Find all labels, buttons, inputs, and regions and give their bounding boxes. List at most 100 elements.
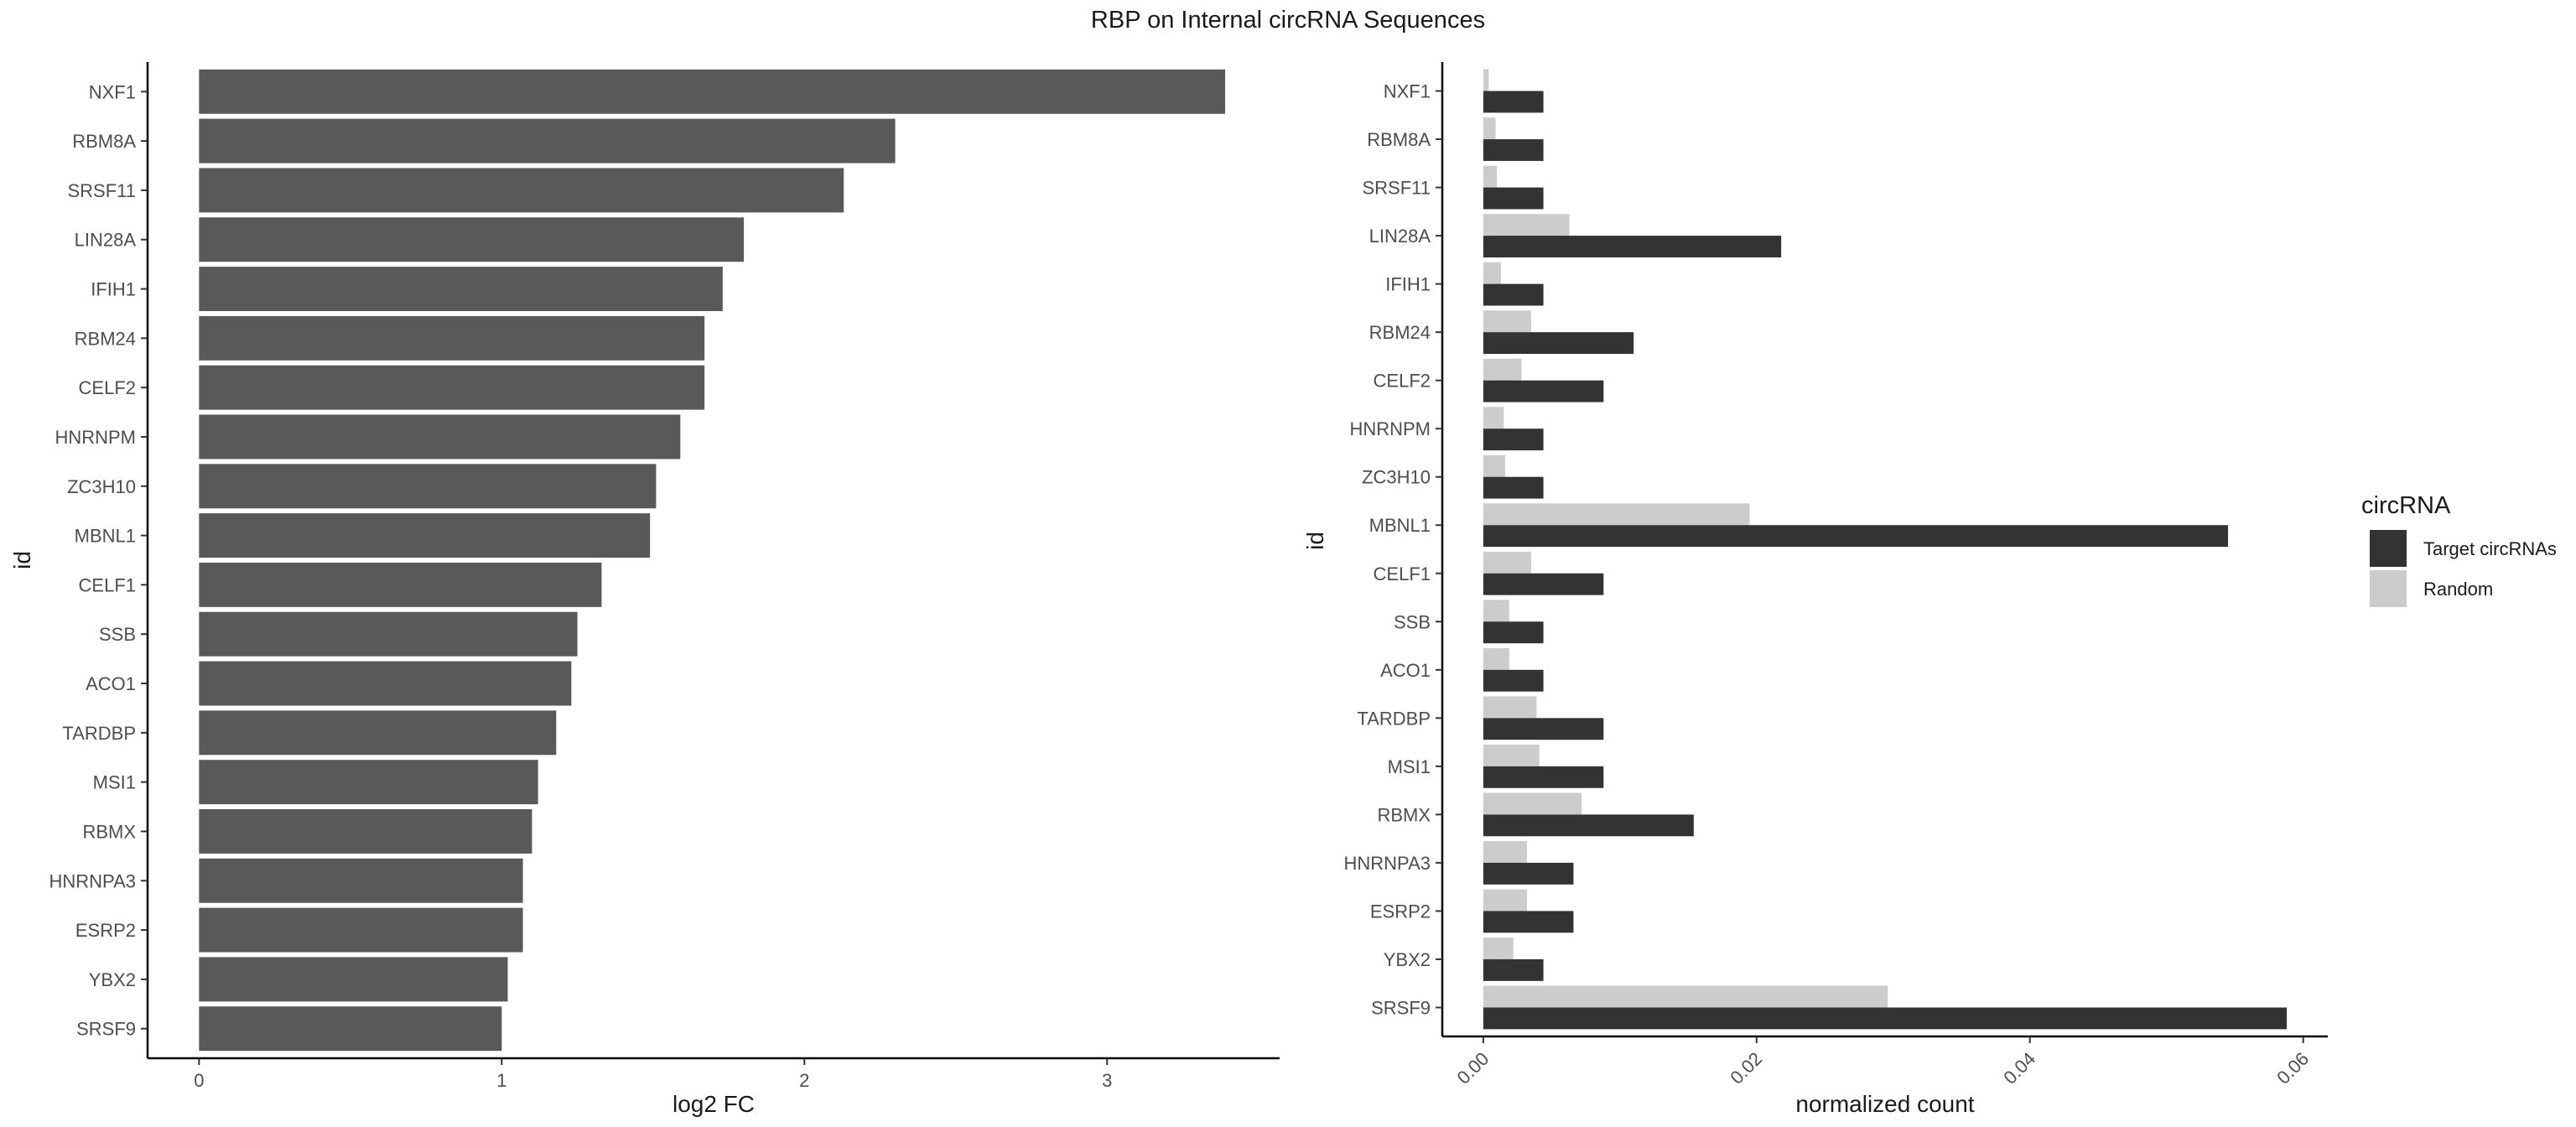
bar-zc3h10 [199, 464, 657, 509]
right-grouped-bar-chart: NXF1 RBM8A SRSF11 LIN28A IFIH1 RBM24 CELF2 HNRN… [1302, 62, 2328, 1117]
y-tick-label-tardbp: TARDBP [62, 723, 136, 744]
bar-target-srsf9 [1483, 1007, 2288, 1030]
y-tick-label-hnrnpa3: HNRNPA3 [49, 870, 136, 891]
bar-random-msi1 [1483, 744, 1540, 766]
bar-mbnl1 [199, 513, 651, 558]
legend: circRNA Target circRNAs Random [2361, 492, 2557, 607]
y-tick-label-nxf1: NXF1 [89, 81, 136, 102]
bar-random-srsf11 [1483, 165, 1498, 188]
y-tick-label-rbmx: RBMX [1377, 804, 1431, 825]
y-tick-label-ifih1: IFIH1 [1385, 274, 1431, 295]
right-x-axis-label: normalized count [1795, 1091, 1974, 1117]
bar-random-rbmx [1483, 792, 1582, 815]
y-tick-label-celf2: CELF2 [79, 377, 136, 398]
bar-target-rbm24 [1483, 332, 1634, 355]
y-tick-label-ssb: SSB [1394, 611, 1431, 632]
y-tick-label-mbnl1: MBNL1 [75, 526, 136, 547]
bar-random-ifih1 [1483, 262, 1502, 284]
x-tick-label: 2 [799, 1070, 809, 1091]
bar-hnrnpa3 [199, 858, 523, 903]
bar-hnrnpm [199, 414, 681, 460]
x-tick-label: 3 [1102, 1070, 1112, 1091]
y-tick-label-ybx2: YBX2 [1384, 949, 1431, 970]
y-tick-label-esrp2: ESRP2 [75, 920, 136, 941]
bar-random-hnrnpm [1483, 407, 1504, 429]
bar-random-celf1 [1483, 551, 1531, 574]
bar-target-celf2 [1483, 380, 1604, 402]
x-tick-label: 0.00 [1452, 1048, 1493, 1088]
right-y-axis-label: id [1302, 532, 1328, 550]
bar-random-ssb [1483, 600, 1509, 622]
x-tick-label: 1 [496, 1070, 506, 1091]
bar-random-hnrnpa3 [1483, 841, 1528, 863]
y-tick-label-tardbp: TARDBP [1357, 708, 1431, 729]
y-tick-label-nxf1: NXF1 [1384, 81, 1431, 102]
y-tick-label-msi1: MSI1 [93, 772, 136, 793]
x-tick-label: 0.06 [2272, 1048, 2313, 1088]
bar-target-ybx2 [1483, 958, 1544, 981]
bar-ybx2 [199, 957, 508, 1002]
bar-target-rbmx [1483, 814, 1694, 837]
bar-random-rbm8a [1483, 117, 1496, 140]
bar-random-nxf1 [1483, 69, 1489, 91]
bar-target-rbm8a [1483, 139, 1544, 161]
bar-aco1 [199, 661, 572, 706]
bar-celf1 [199, 562, 602, 607]
bar-rbmx [199, 809, 532, 854]
bar-msi1 [199, 760, 538, 805]
bar-target-hnrnpa3 [1483, 862, 1574, 885]
y-tick-label-rbmx: RBMX [82, 821, 136, 842]
legend-swatch-random [2370, 570, 2407, 607]
y-tick-label-ifih1: IFIH1 [91, 279, 136, 300]
left-bar-chart: NXF1 RBM8A SRSF11 LIN28A IFIH1 RBM24 CELF2 HNRN… [9, 62, 1280, 1117]
y-tick-label-srsf11: SRSF11 [67, 180, 136, 201]
y-tick-label-hnrnpm: HNRNPM [1349, 418, 1431, 439]
bar-random-ybx2 [1483, 937, 1514, 959]
y-tick-label-aco1: ACO1 [1380, 660, 1431, 681]
bar-esrp2 [199, 907, 523, 953]
bar-rbm24 [199, 315, 705, 361]
y-tick-label-lin28a: LIN28A [1369, 226, 1431, 247]
bar-target-msi1 [1483, 766, 1604, 788]
legend-title: circRNA [2361, 492, 2451, 519]
bar-ssb [199, 611, 578, 657]
bar-target-lin28a [1483, 236, 1782, 257]
y-tick-label-lin28a: LIN28A [75, 230, 137, 251]
y-tick-label-ybx2: YBX2 [89, 969, 136, 990]
y-tick-label-srsf9: SRSF9 [76, 1019, 136, 1040]
legend-swatch-target-circrnas [2370, 530, 2407, 567]
y-tick-label-rbm24: RBM24 [1369, 322, 1431, 343]
y-tick-label-hnrnpm: HNRNPM [55, 427, 136, 448]
bar-target-srsf11 [1483, 187, 1544, 210]
bar-celf2 [199, 365, 705, 410]
y-tick-label-zc3h10: ZC3H10 [67, 476, 136, 497]
bar-nxf1 [199, 69, 1226, 114]
y-tick-label-mbnl1: MBNL1 [1369, 515, 1431, 536]
legend-label-target-circrnas: Target circRNAs [2423, 538, 2557, 559]
bar-random-tardbp [1483, 696, 1537, 719]
y-tick-label-rbm24: RBM24 [75, 328, 136, 349]
y-tick-label-hnrnpa3: HNRNPA3 [1343, 853, 1431, 874]
bar-random-esrp2 [1483, 889, 1528, 911]
y-tick-label-srsf9: SRSF9 [1371, 997, 1431, 1018]
legend-label-random: Random [2423, 579, 2493, 600]
bar-target-hnrnpm [1483, 428, 1544, 451]
x-tick-label: 0 [194, 1070, 204, 1091]
y-tick-label-esrp2: ESRP2 [1370, 901, 1431, 922]
left-y-axis-label: id [9, 551, 35, 569]
y-tick-label-rbm8a: RBM8A [72, 131, 136, 152]
bar-random-zc3h10 [1483, 454, 1505, 477]
left-x-axis-label: log2 FC [673, 1091, 755, 1117]
bar-target-ssb [1483, 621, 1544, 644]
y-tick-label-celf1: CELF1 [79, 574, 136, 595]
y-tick-label-zc3h10: ZC3H10 [1362, 467, 1431, 488]
bar-target-celf1 [1483, 573, 1604, 595]
figure-title: RBP on Internal circRNA Sequences [1091, 7, 1485, 34]
bar-ifih1 [199, 267, 723, 311]
bar-srsf9 [199, 1006, 502, 1052]
bar-target-esrp2 [1483, 911, 1574, 933]
y-tick-label-srsf11: SRSF11 [1362, 178, 1431, 199]
bar-random-rbm24 [1483, 310, 1531, 333]
y-tick-label-rbm8a: RBM8A [1367, 129, 1431, 150]
